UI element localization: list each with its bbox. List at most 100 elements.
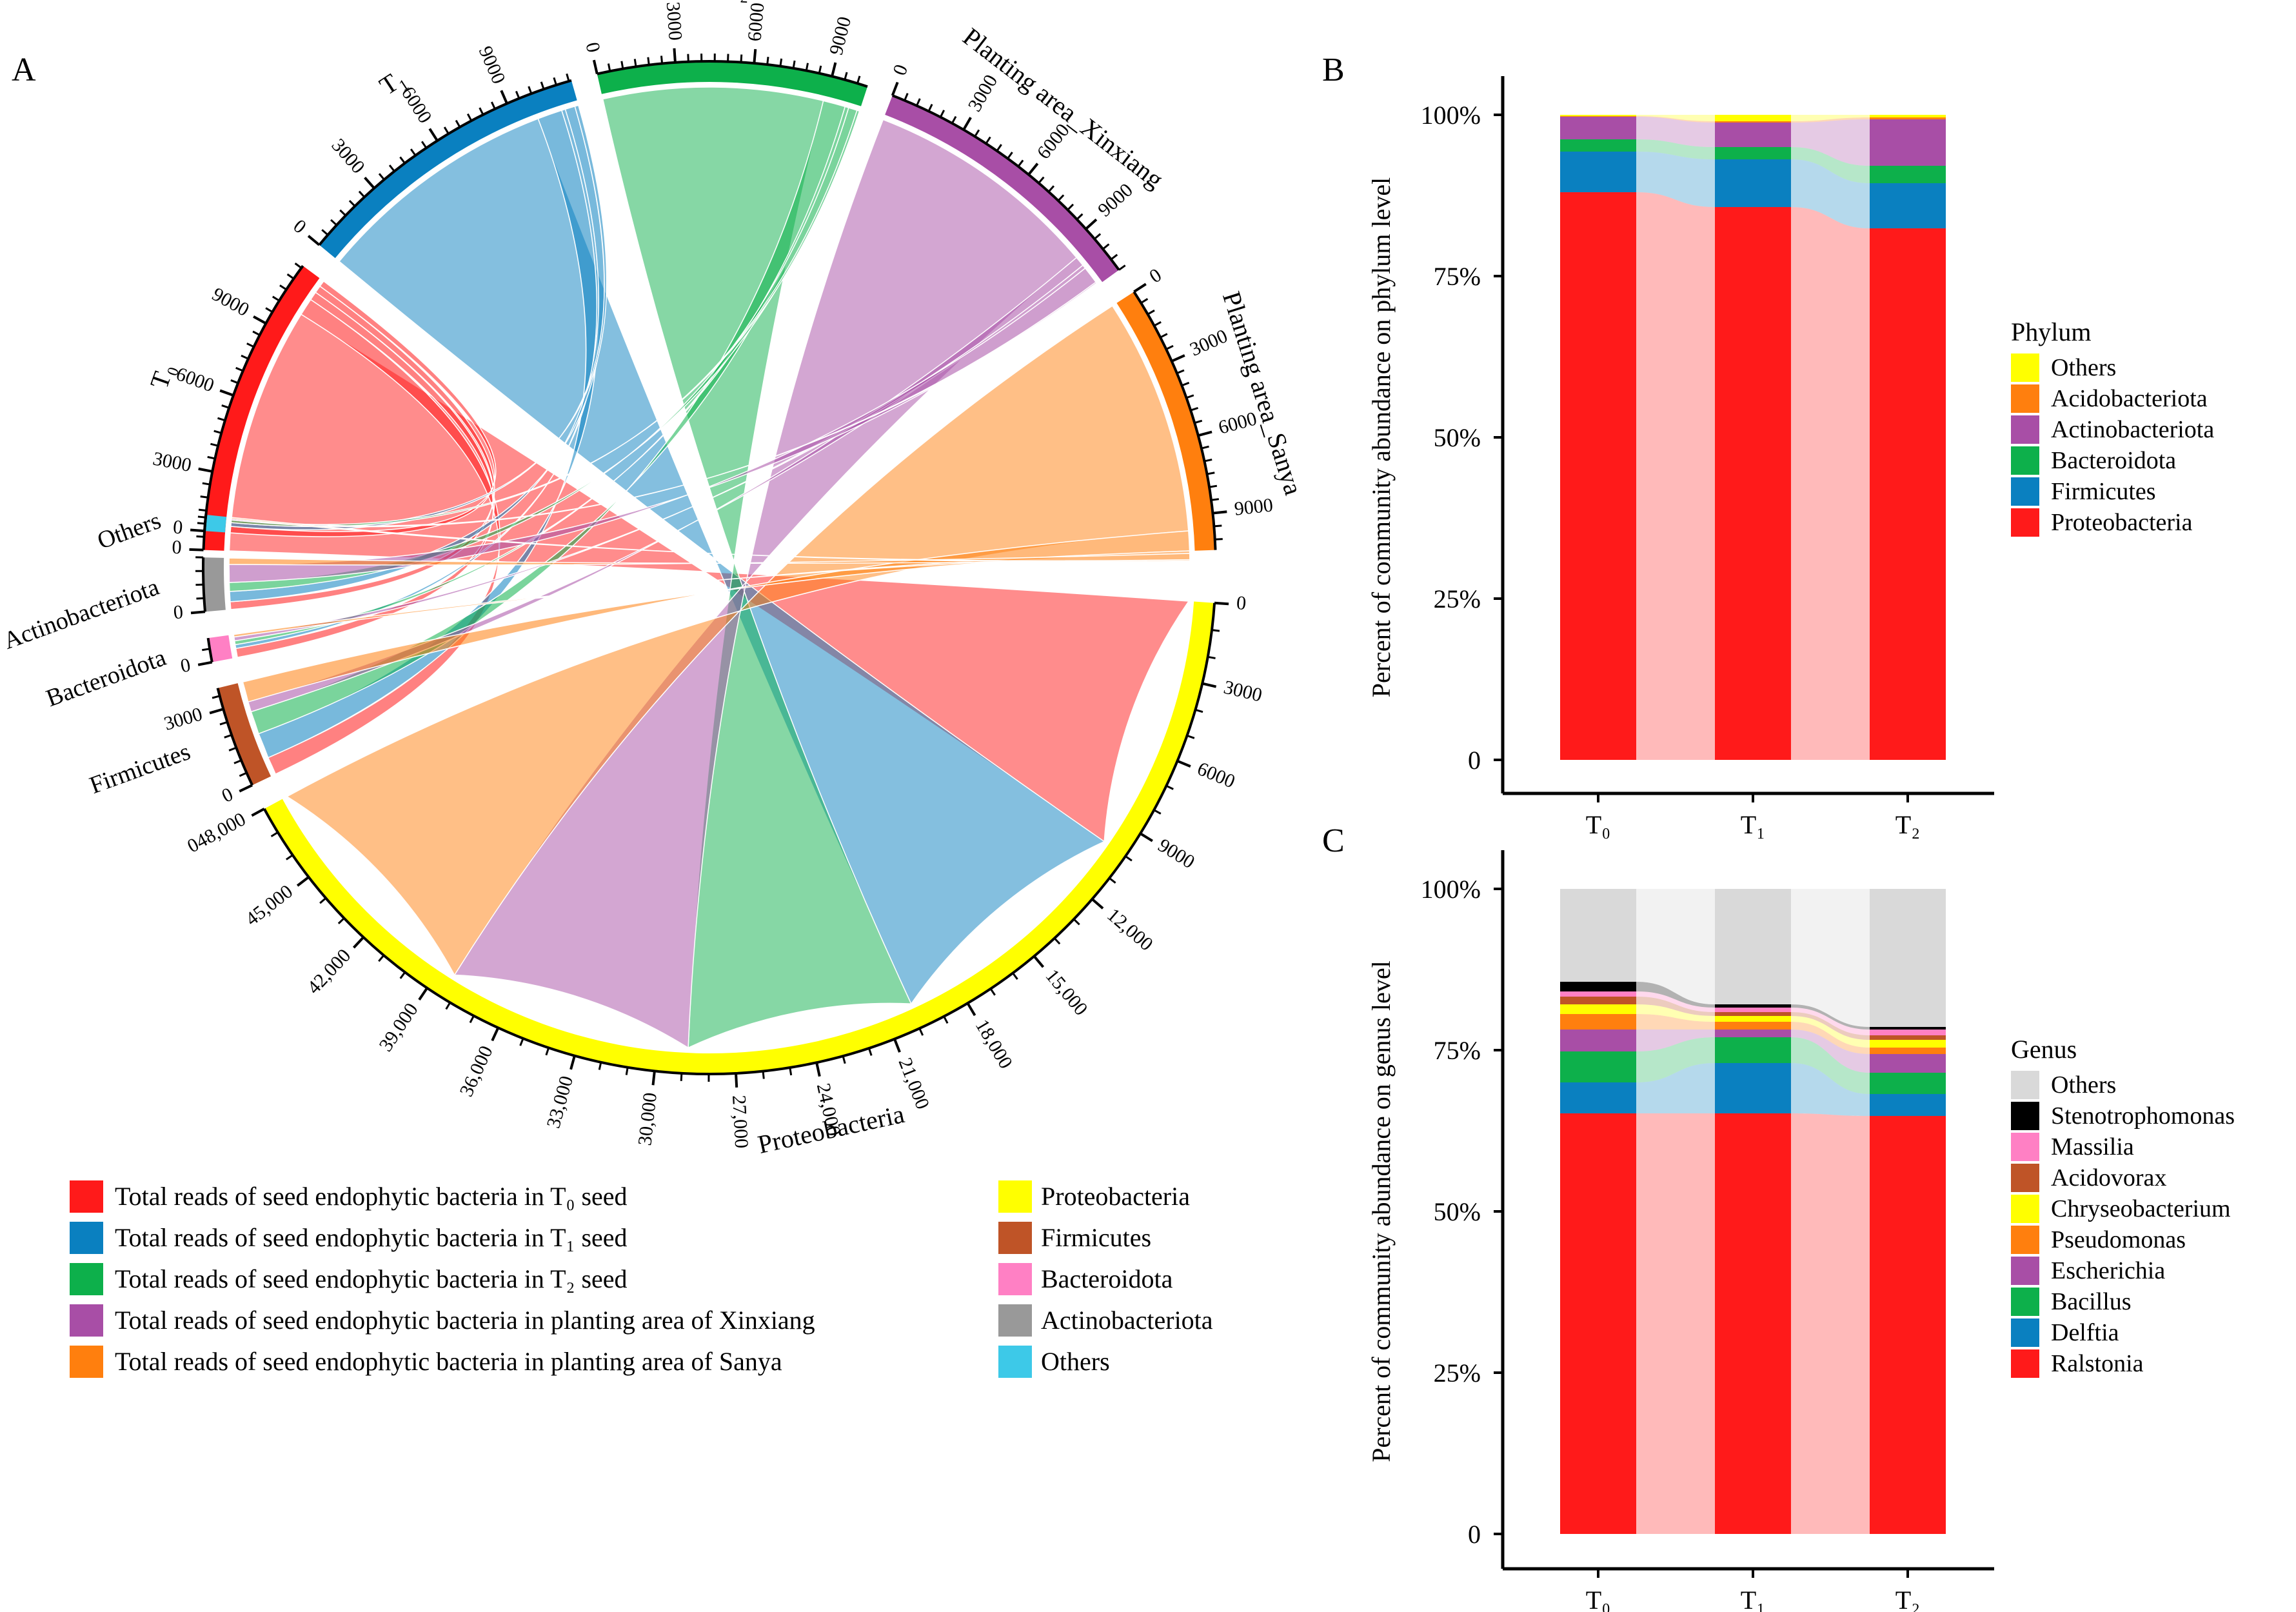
y-axis-label: Percent of community abundance on genus … bbox=[1367, 960, 1396, 1462]
legend-label: Total reads of seed endophytic bacteria … bbox=[115, 1306, 815, 1335]
target-tick-label: 42,000 bbox=[303, 945, 355, 999]
target-tick bbox=[651, 1071, 656, 1086]
connector-acidobacteriota bbox=[1636, 116, 1715, 123]
y-tick-label: 0 bbox=[1468, 746, 1481, 775]
bar-others bbox=[1560, 115, 1636, 116]
bar-ralstonia bbox=[1715, 1113, 1791, 1534]
genus-stacked-bar-chart: 0 25% 50% 75% 100% Percent of community abund… bbox=[1367, 850, 2235, 1612]
legend-swatch bbox=[70, 1263, 103, 1295]
y-tick-label: 75% bbox=[1434, 1036, 1481, 1065]
legend-swatch bbox=[70, 1346, 103, 1378]
target-tick bbox=[1033, 955, 1045, 968]
legend-label-actinobacteriota: Actinobacteriota bbox=[2051, 416, 2214, 443]
x-tick-label: T₁ bbox=[1741, 1586, 1765, 1612]
connector-others bbox=[1636, 115, 1715, 121]
bar-chryseobacterium bbox=[1560, 1004, 1636, 1014]
legend-label-acidovorax: Acidovorax bbox=[2051, 1164, 2166, 1191]
source-tick-label: 9000 bbox=[208, 283, 252, 321]
target-tick-label: 15,000 bbox=[1042, 965, 1092, 1019]
target-label-bacteroidota: Bacteroidota bbox=[43, 644, 170, 712]
target-tick bbox=[966, 1002, 976, 1017]
target-tick bbox=[418, 987, 428, 1001]
panel-label-c: C bbox=[1322, 822, 1345, 859]
legend-label-acidobacteriota: Acidobacteriota bbox=[2051, 385, 2208, 412]
legend-title: Phylum bbox=[2011, 317, 2091, 346]
target-tick bbox=[491, 1027, 500, 1042]
connector-acidovorax bbox=[1636, 997, 1715, 1016]
source-label-t2: T₂ bbox=[724, 0, 749, 3]
connector-stenotrophomonas bbox=[1791, 1004, 1870, 1030]
target-tick-label: 33,000 bbox=[542, 1073, 577, 1130]
legend-swatch-acidobacteriota bbox=[2011, 384, 2039, 413]
target-tick-label: 0 bbox=[173, 601, 184, 623]
legend-swatch-chryseobacterium bbox=[2011, 1195, 2039, 1223]
legend-label: Bacteroidota bbox=[1041, 1264, 1173, 1293]
bar-acidovorax bbox=[1870, 1035, 1946, 1040]
target-tick-label: 36,000 bbox=[455, 1042, 497, 1100]
legend-label-bacteroidota: Bacteroidota bbox=[2051, 447, 2176, 474]
target-tick-axis bbox=[216, 688, 253, 786]
source-sector-xinxiang bbox=[885, 95, 1119, 283]
bar-stenotrophomonas bbox=[1560, 982, 1636, 991]
bar-ralstonia bbox=[1870, 1116, 1946, 1534]
chord-diagram: 0 3000 6000 9000 0 3000 6000 9000 0 3000 6000 9000 0… bbox=[0, 0, 1308, 1159]
target-tick bbox=[1214, 601, 1229, 606]
bar-actinobacteriota bbox=[1870, 119, 1946, 166]
bar-acidobacteriota bbox=[1560, 116, 1636, 117]
target-tick bbox=[251, 808, 265, 817]
bar-massilia bbox=[1560, 991, 1636, 997]
legend-label-proteobacteria: Proteobacteria bbox=[2051, 509, 2193, 536]
source-tick bbox=[1212, 510, 1227, 515]
source-tick-label: 9000 bbox=[1094, 179, 1137, 221]
source-tick bbox=[891, 81, 899, 96]
target-tick bbox=[190, 528, 205, 533]
legend-swatch-others bbox=[2011, 1071, 2039, 1099]
bar-proteobacteria bbox=[1870, 228, 1946, 760]
legend-label-massilia: Massilia bbox=[2051, 1133, 2134, 1160]
panel-label-b: B bbox=[1322, 52, 1345, 88]
source-tick bbox=[364, 176, 375, 190]
y-tick-label: 100% bbox=[1421, 101, 1481, 130]
legend-label-escherichia: Escherichia bbox=[2051, 1257, 2165, 1284]
bar-stenotrophomonas bbox=[1870, 1027, 1946, 1030]
target-tick bbox=[569, 1055, 576, 1070]
source-tick-axis bbox=[202, 264, 304, 550]
legend-swatch-bacteroidota bbox=[2011, 446, 2039, 475]
source-tick bbox=[219, 389, 234, 397]
ribbon-sanya-actinobacteriota bbox=[228, 553, 1191, 566]
target-tick bbox=[893, 1038, 901, 1053]
bar-firmicutes bbox=[1715, 159, 1791, 207]
legend-label: Total reads of seed endophytic bacteria … bbox=[115, 1347, 782, 1376]
target-tick bbox=[239, 784, 253, 793]
source-tick-label: 3000 bbox=[151, 448, 193, 476]
source-tick-axis bbox=[318, 79, 572, 246]
source-tick bbox=[1133, 283, 1147, 294]
source-tick bbox=[500, 90, 508, 104]
connector-firmicutes bbox=[1636, 152, 1715, 207]
legend-label-ralstonia: Ralstonia bbox=[2051, 1350, 2144, 1377]
target-tick bbox=[209, 708, 224, 715]
bar-chryseobacterium bbox=[1715, 1016, 1791, 1022]
source-tick-label: 6000 bbox=[744, 2, 768, 43]
source-tick bbox=[1027, 163, 1039, 175]
target-sector-firmicutes bbox=[217, 683, 272, 786]
source-tick bbox=[592, 59, 599, 75]
source-tick-label: 3000 bbox=[1187, 325, 1231, 361]
source-tick-label: 3000 bbox=[662, 1, 686, 41]
legend-title: Genus bbox=[2011, 1035, 2077, 1064]
source-tick bbox=[198, 467, 213, 473]
target-tick bbox=[296, 876, 310, 887]
legend-swatch bbox=[998, 1222, 1032, 1254]
y-tick-label: 50% bbox=[1434, 423, 1481, 452]
bar-pseudomonas bbox=[1715, 1022, 1791, 1030]
connector-pseudomonas bbox=[1791, 1022, 1870, 1054]
bar-others bbox=[1870, 115, 1946, 117]
y-tick-label: 100% bbox=[1421, 875, 1481, 904]
bar-bacteroidota bbox=[1715, 147, 1791, 159]
phylum-stacked-bar-chart: 0 25% 50% 75% 100% Percent of community abund… bbox=[1367, 76, 2214, 839]
target-tick-label: 0 bbox=[1236, 592, 1247, 614]
source-sector-sanya bbox=[1116, 292, 1216, 551]
connector-chryseobacterium bbox=[1636, 1004, 1715, 1022]
source-tick bbox=[962, 117, 972, 131]
connector-delftia bbox=[1636, 1063, 1715, 1113]
